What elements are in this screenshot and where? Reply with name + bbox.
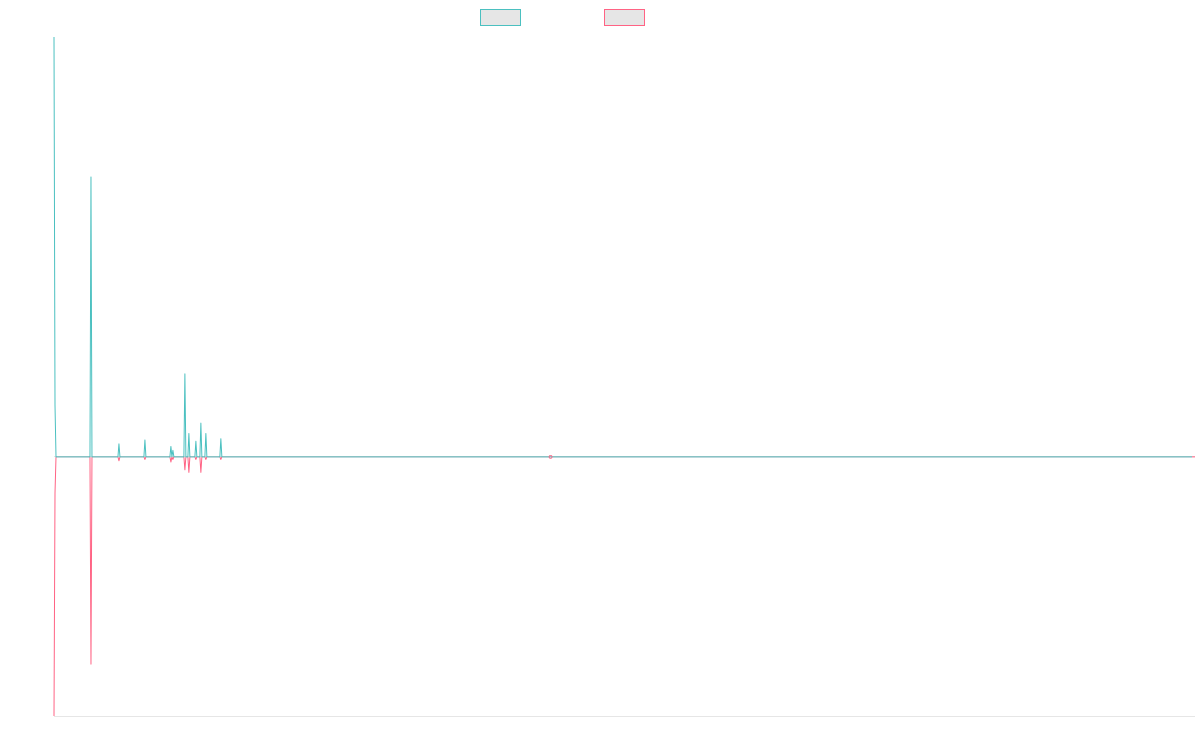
legend-swatch-series-1[interactable] — [480, 9, 521, 26]
data-point[interactable] — [548, 454, 553, 459]
series-layer — [53, 36, 1195, 717]
series-line-2[interactable] — [53, 456, 1195, 717]
legend[interactable] — [480, 9, 645, 26]
legend-swatch-series-2[interactable] — [604, 9, 645, 26]
series-line-1[interactable] — [53, 36, 1192, 458]
